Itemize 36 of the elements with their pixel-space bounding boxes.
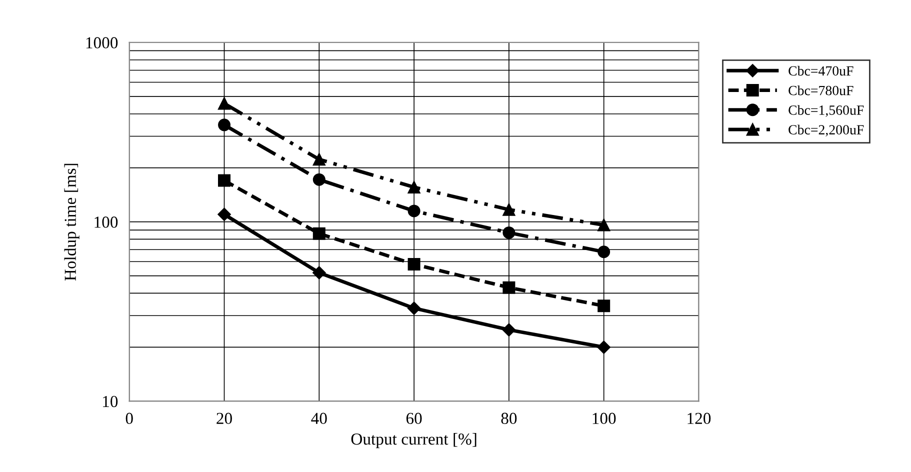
x-tick-label: 40 [311,412,327,424]
y-axis-title: Holdup time [ms] [64,164,80,281]
point [502,281,516,294]
point [312,173,326,186]
point [408,258,420,271]
point [597,340,610,354]
legend-label: Cbc=780uF [788,85,854,96]
point [218,118,231,132]
point [598,246,610,258]
x-tick-label: 20 [216,412,232,424]
x-axis-title: Output current [%] [351,432,476,448]
legend-label: Cbc=1,560uF [788,105,864,117]
legend-label: Cbc=2,200uF [788,124,864,136]
legend-label: Cbc=470uF [788,66,854,76]
point [407,302,421,315]
x-tick-label: 0 [126,412,133,424]
point [502,203,516,216]
x-tick-label: 120 [688,412,711,424]
point [502,323,516,336]
y-tick-label: 100 [94,216,118,228]
x-tick-label: 100 [592,412,616,424]
point [598,300,610,312]
y-tick-label: 10 [103,396,118,408]
y-tick-label: 1000 [86,37,118,48]
x-tick-label: 60 [406,412,422,424]
point [408,180,420,194]
point [218,174,231,187]
point [408,204,420,218]
x-tick-label: 80 [501,412,517,424]
point [312,266,326,280]
point [598,218,610,232]
point [312,227,326,240]
point [218,208,231,222]
point [502,226,516,239]
point [218,97,231,110]
point [312,153,326,166]
